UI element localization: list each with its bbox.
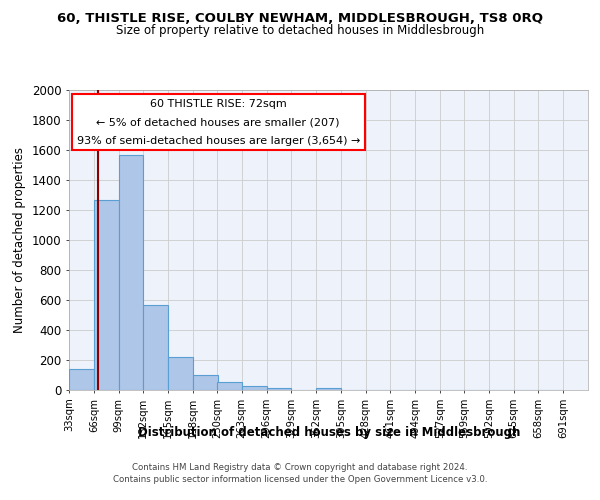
Bar xyxy=(143,304,168,390)
FancyBboxPatch shape xyxy=(71,94,365,150)
Y-axis label: Number of detached properties: Number of detached properties xyxy=(13,147,26,333)
Bar xyxy=(94,200,119,390)
Bar xyxy=(266,388,292,390)
Bar xyxy=(69,369,94,390)
Text: 60 THISTLE RISE: 72sqm: 60 THISTLE RISE: 72sqm xyxy=(150,99,287,109)
Text: Contains public sector information licensed under the Open Government Licence v3: Contains public sector information licen… xyxy=(113,475,487,484)
Bar xyxy=(316,388,341,390)
Bar xyxy=(119,154,143,390)
Bar xyxy=(242,386,266,390)
Bar xyxy=(217,382,242,390)
Text: ← 5% of detached houses are smaller (207): ← 5% of detached houses are smaller (207… xyxy=(97,117,340,127)
Text: 93% of semi-detached houses are larger (3,654) →: 93% of semi-detached houses are larger (… xyxy=(77,136,360,146)
Text: Size of property relative to detached houses in Middlesbrough: Size of property relative to detached ho… xyxy=(116,24,484,37)
Text: Contains HM Land Registry data © Crown copyright and database right 2024.: Contains HM Land Registry data © Crown c… xyxy=(132,464,468,472)
Text: 60, THISTLE RISE, COULBY NEWHAM, MIDDLESBROUGH, TS8 0RQ: 60, THISTLE RISE, COULBY NEWHAM, MIDDLES… xyxy=(57,12,543,26)
Bar xyxy=(193,375,218,390)
Bar xyxy=(168,357,193,390)
Text: Distribution of detached houses by size in Middlesbrough: Distribution of detached houses by size … xyxy=(137,426,520,439)
